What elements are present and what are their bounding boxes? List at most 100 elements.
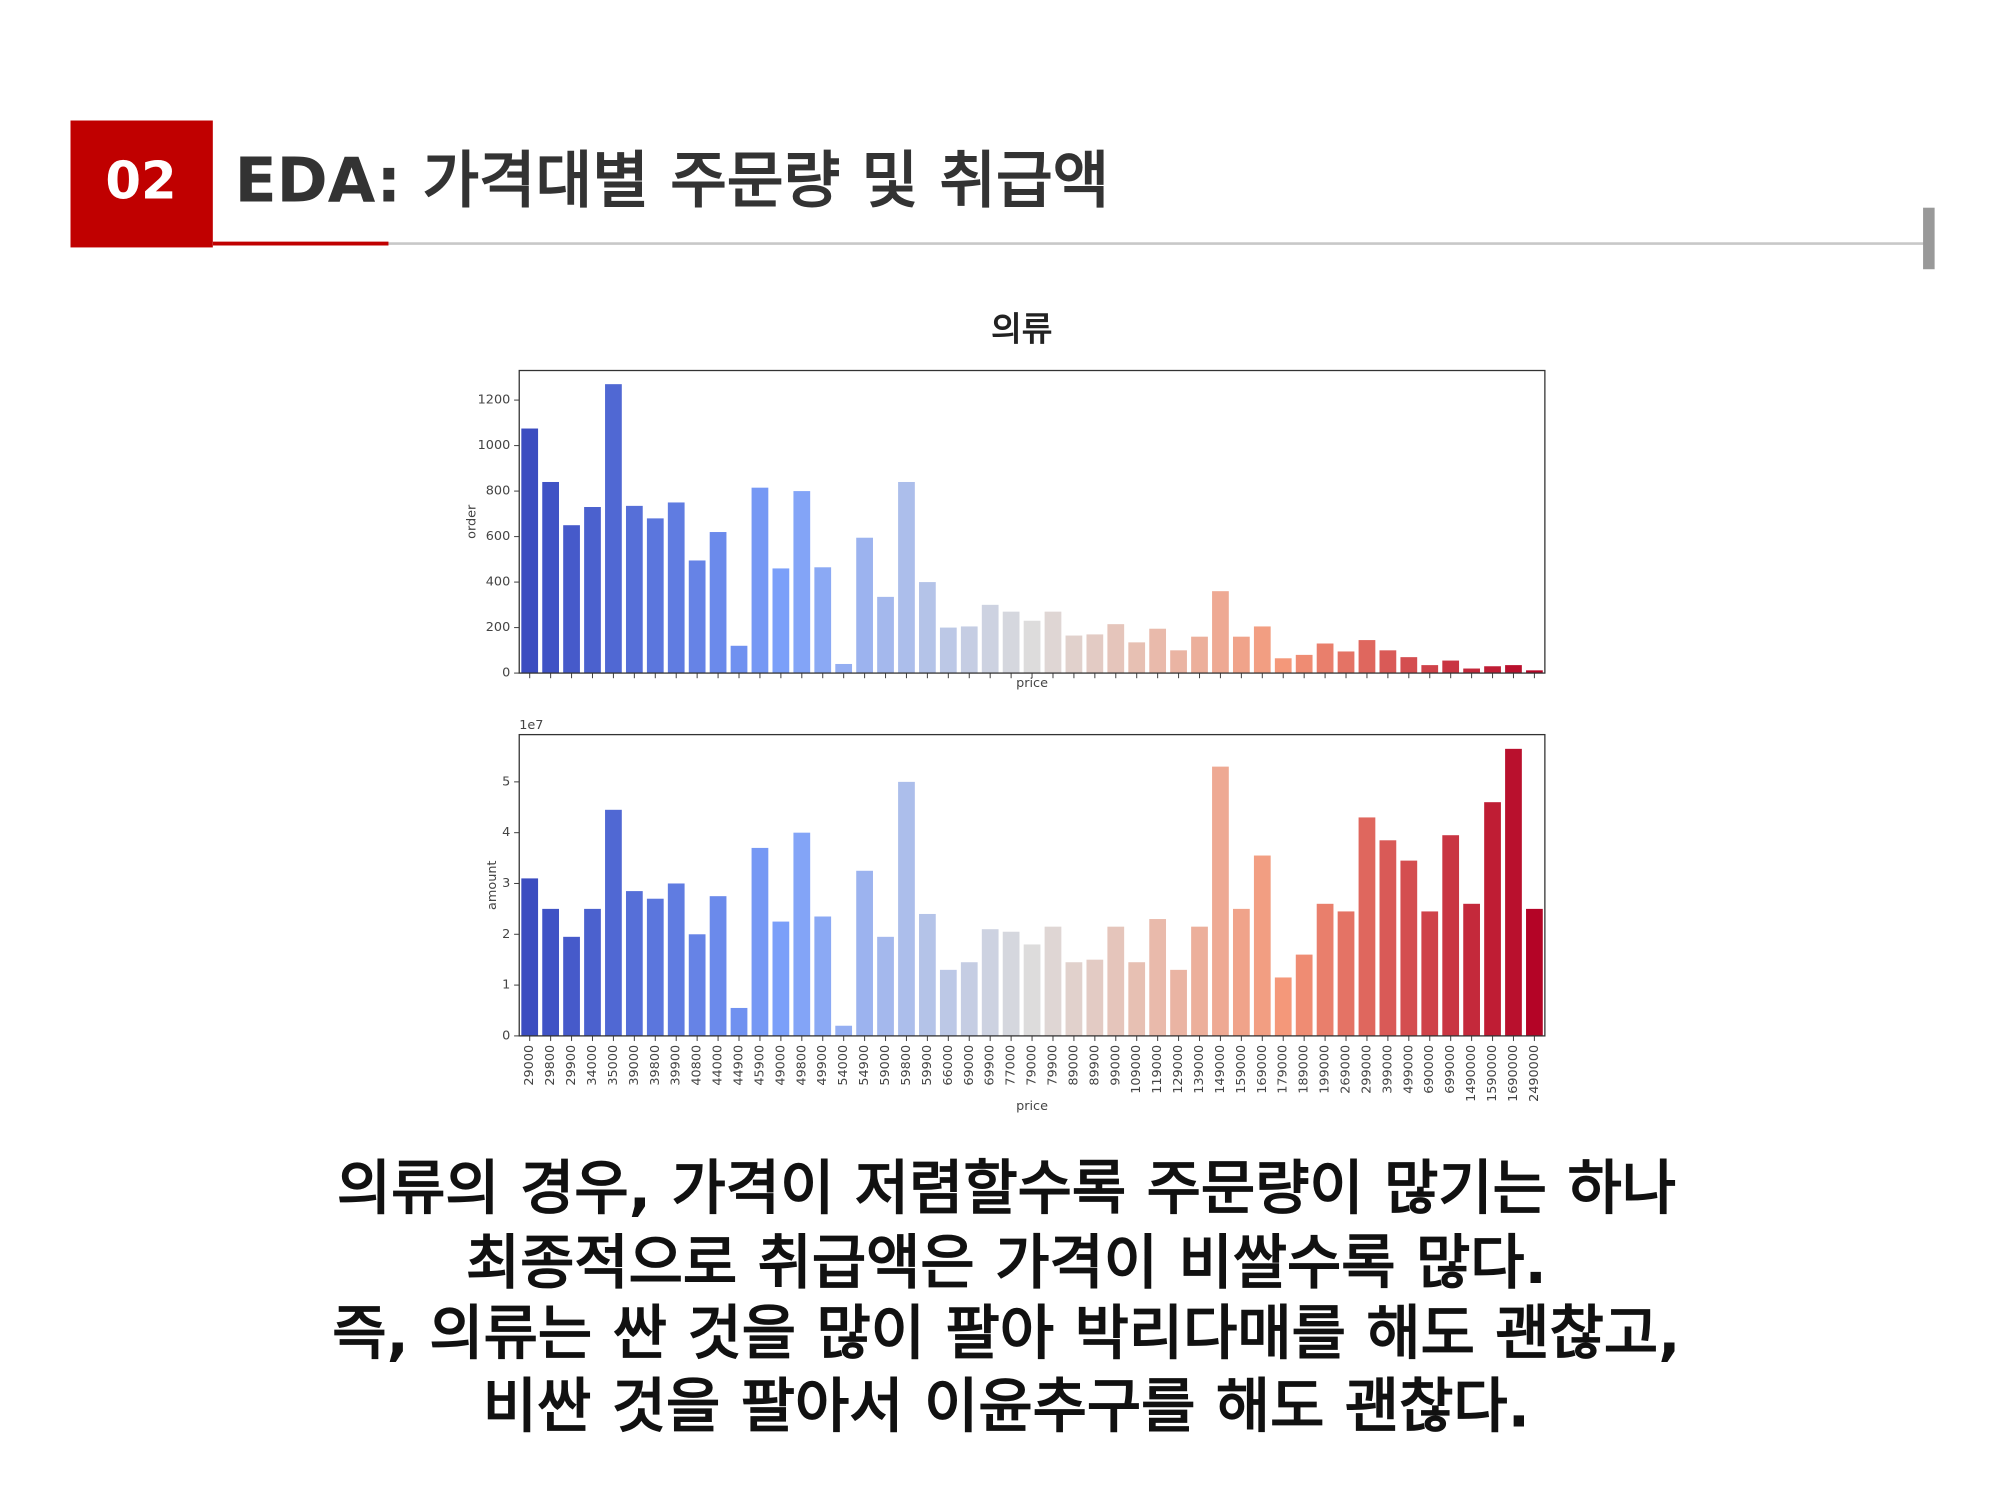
y-tick-label: 800 [486,484,510,499]
x-tick-label: 44000 [711,1045,726,1086]
bar [1316,903,1334,1036]
bar [1358,817,1376,1036]
bar [1149,919,1167,1036]
bar [1170,969,1187,1036]
x-tick-label: 39800 [648,1045,663,1086]
x-tick-label: 40800 [690,1045,705,1086]
bar [1232,636,1250,674]
x-tick-label: 49000 [773,1045,788,1086]
x-tick-label: 59900 [920,1045,935,1086]
x-tick-label: 189000 [1297,1045,1312,1094]
bar [1065,635,1083,674]
x-tick-label: 169000 [1255,1045,1270,1094]
x-tick-label: 44900 [732,1045,747,1086]
bar [1274,977,1292,1036]
bar [1044,926,1062,1036]
bar [1023,944,1041,1036]
bar [1442,660,1460,674]
body-line: 즉, 의류는 싼 것을 많이 팔아 박리다매를 해도 괜찮고, [332,1298,1680,1367]
bar [1232,908,1250,1036]
bar [960,626,978,674]
bar [751,487,769,674]
x-tick-label: 99000 [1108,1045,1123,1086]
bar [1526,670,1543,674]
body-line: 최종적으로 취급액은 가격이 비쌀수록 많다. [466,1228,1547,1297]
bar [1274,658,1292,674]
bar [1107,624,1125,674]
x-tick-label: 66000 [941,1045,956,1086]
x-tick-label: 119000 [1150,1045,1165,1094]
bar [688,560,706,674]
x-tick-label: 29000 [522,1045,537,1086]
x-tick-label: 1690000 [1506,1045,1521,1102]
bar [898,781,915,1036]
bar [1149,628,1167,674]
figure-title: 의류 [991,309,1052,348]
bar [584,507,601,674]
bar [919,913,936,1036]
x-tick-label: 79000 [1025,1045,1040,1086]
bar [521,428,539,674]
bar [1484,802,1501,1036]
x-tick-label: 89900 [1087,1045,1102,1086]
bar [898,481,915,674]
bar [772,568,790,674]
y-tick-label: 2 [502,927,510,942]
bar [730,645,748,674]
bar [646,898,664,1036]
plot-frame [518,369,1546,674]
bar [605,384,622,674]
bar [1086,634,1104,674]
x-tick-label: 129000 [1171,1045,1186,1094]
x-tick-label: 77000 [1004,1045,1019,1086]
bar [1002,611,1020,674]
x-axis-label: price [1016,676,1048,691]
x-tick-label: 699000 [1443,1045,1458,1094]
side-tab [1923,207,1935,270]
bar [625,505,643,674]
x-tick-label: 29900 [564,1045,579,1086]
bar [1107,926,1125,1036]
bar [563,525,580,674]
bar [1128,642,1146,674]
bar [1526,908,1543,1036]
bar [939,627,957,674]
x-axis-label: price [1016,1099,1048,1114]
x-tick-label: 59000 [878,1045,893,1086]
bar [877,936,894,1036]
y-axis-label: amount [485,861,500,910]
x-tick-label: 690000 [1422,1045,1437,1094]
x-tick-label: 109000 [1129,1045,1144,1094]
bar [521,878,539,1036]
bar [793,832,811,1036]
bar [1191,636,1208,674]
y-tick-label: 5 [502,774,510,789]
y-tick-label: 400 [486,575,510,590]
x-tick-label: 199000 [1318,1045,1333,1094]
bar [1421,665,1439,674]
x-tick-label: 2490000 [1527,1045,1542,1102]
y-tick-label: 0 [502,1028,510,1043]
x-tick-label: 29800 [543,1045,558,1086]
bar [730,1007,748,1036]
x-tick-label: 149000 [1213,1045,1228,1094]
bar [939,969,957,1036]
bar [877,596,894,674]
x-tick-label: 54900 [857,1045,872,1086]
y-tick-label: 1200 [478,393,511,408]
x-tick-label: 1590000 [1485,1045,1500,1102]
bar [1505,665,1522,674]
bar [1358,640,1376,674]
bar [1484,666,1501,674]
bar [1337,911,1355,1036]
x-tick-label: 39900 [669,1045,684,1086]
y-tick-label: 1000 [478,438,511,453]
bar [1463,668,1480,674]
x-tick-label: 54000 [836,1045,851,1086]
charts: 0 200 400 600 800 1000 1200 order price 29000 2980… [464,369,1546,1114]
slide-title: EDA: 가격대별 주문량 및 취급액 [235,145,1110,217]
bar [667,883,685,1036]
bar [1379,840,1397,1036]
bar [1253,626,1271,674]
